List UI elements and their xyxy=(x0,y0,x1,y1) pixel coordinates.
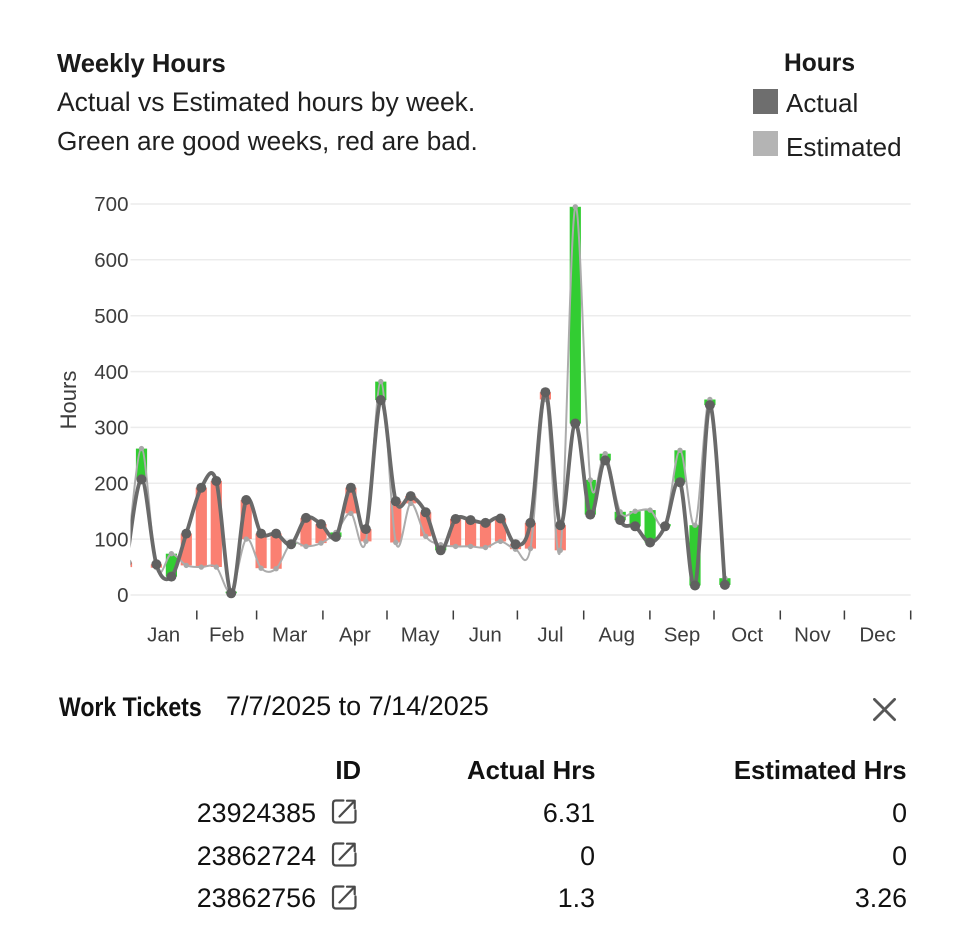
svg-text:400: 400 xyxy=(94,361,128,384)
svg-text:Jan: Jan xyxy=(147,624,180,647)
svg-text:200: 200 xyxy=(94,473,128,496)
svg-text:Jul: Jul xyxy=(537,624,563,647)
svg-text:Feb: Feb xyxy=(209,624,244,647)
svg-text:Dec: Dec xyxy=(859,624,895,647)
svg-text:Hours: Hours xyxy=(56,371,81,430)
svg-text:Sep: Sep xyxy=(664,624,700,647)
svg-text:700: 700 xyxy=(94,193,128,216)
svg-text:Oct: Oct xyxy=(731,624,763,647)
svg-text:Mar: Mar xyxy=(272,624,307,647)
svg-text:0: 0 xyxy=(117,584,128,607)
svg-text:300: 300 xyxy=(94,417,128,440)
svg-text:Jun: Jun xyxy=(469,624,502,647)
svg-text:100: 100 xyxy=(94,528,128,551)
svg-text:500: 500 xyxy=(94,305,128,328)
svg-text:Apr: Apr xyxy=(339,624,371,647)
svg-text:600: 600 xyxy=(94,249,128,272)
svg-text:May: May xyxy=(401,624,440,647)
svg-text:Aug: Aug xyxy=(599,624,635,647)
svg-text:Nov: Nov xyxy=(794,624,831,647)
